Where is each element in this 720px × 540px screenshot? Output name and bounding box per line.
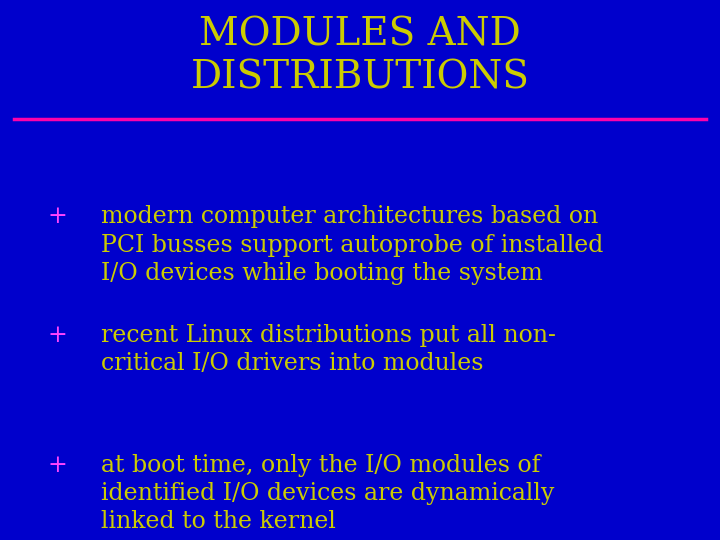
Text: MODULES AND
DISTRIBUTIONS: MODULES AND DISTRIBUTIONS [191,16,529,96]
Text: recent Linux distributions put all non-
critical I/O drivers into modules: recent Linux distributions put all non- … [101,324,556,375]
Text: +: + [48,324,68,347]
Text: modern computer architectures based on
PCI busses support autoprobe of installed: modern computer architectures based on P… [101,205,603,285]
Text: +: + [48,454,68,477]
Text: at boot time, only the I/O modules of
identified I/O devices are dynamically
lin: at boot time, only the I/O modules of id… [101,454,554,534]
Text: +: + [48,205,68,228]
